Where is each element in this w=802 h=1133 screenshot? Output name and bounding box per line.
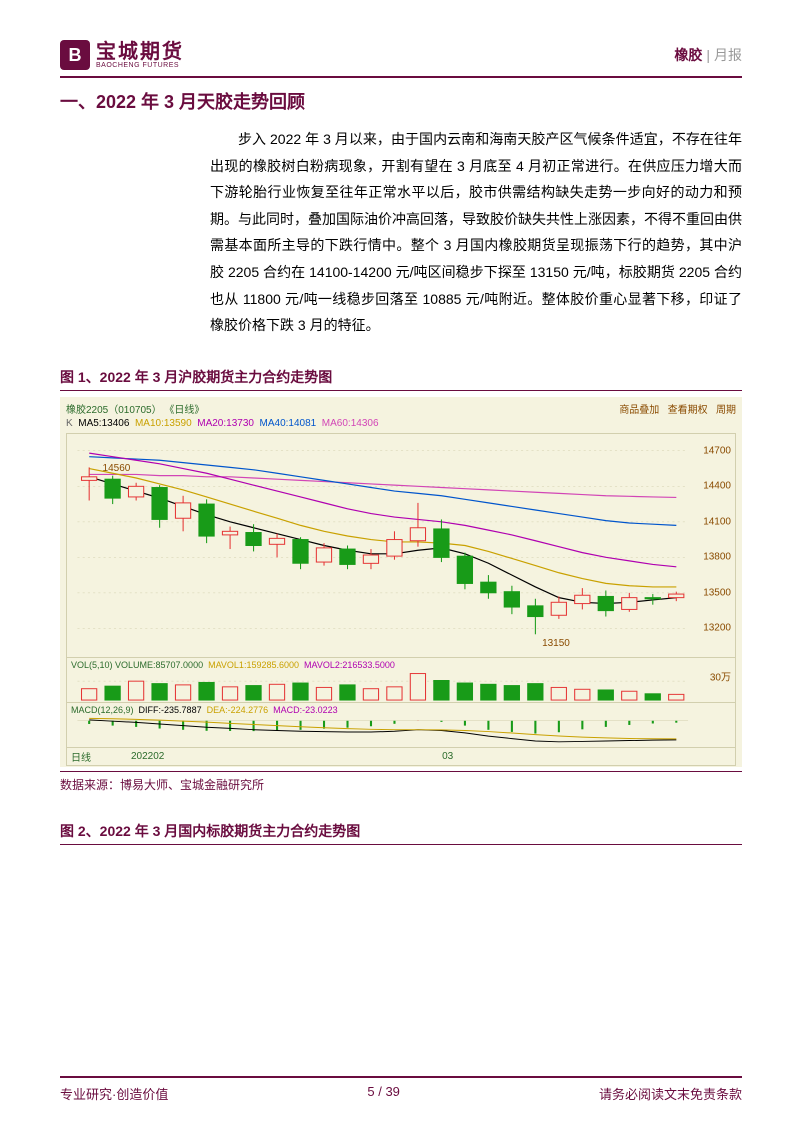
vol-ytick: 30万 bbox=[710, 668, 731, 683]
logo: B 宝城期货 BAOCHENG FUTURES bbox=[60, 40, 184, 70]
body-paragraph: 步入 2022 年 3 月以来，由于国内云南和海南天胶产区气候条件适宜，不存在往… bbox=[210, 126, 742, 339]
doc-category: 橡胶 bbox=[674, 47, 702, 63]
logo-mark-icon: B bbox=[60, 40, 90, 70]
figure1-chart: 橡胶2205（010705） 《日线》 商品叠加 查看期权 周期 K MA5:1… bbox=[60, 397, 742, 767]
macd-area: MACD(12,26,9) DIFF:-235.7887 DEA:-224.27… bbox=[66, 703, 736, 748]
chart-instrument: 橡胶2205（010705） bbox=[66, 405, 162, 416]
figure2-title: 图 2、2022 年 3 月国内标胶期货主力合约走势图 bbox=[60, 821, 742, 845]
logo-en: BAOCHENG FUTURES bbox=[96, 62, 184, 69]
page-footer: 专业研究·创造价值 5 / 39 请务必阅读文末免责条款 bbox=[60, 1076, 742, 1103]
footer-right: 请务必阅读文末免责条款 bbox=[599, 1084, 742, 1103]
chart-high-label: 14560 bbox=[103, 463, 131, 474]
chart-right-links: 商品叠加 查看期权 周期 bbox=[619, 401, 736, 416]
candle-area: 147001440014100138001350013200 14560 131… bbox=[66, 433, 736, 658]
ma-legend: K MA5:13406 MA10:13590 MA20:13730 MA40:1… bbox=[66, 418, 736, 429]
chart-timeframe: 《日线》 bbox=[164, 405, 204, 416]
figure1-title: 图 1、2022 年 3 月沪胶期货主力合约走势图 bbox=[60, 367, 742, 391]
section-heading: 一、2022 年 3 月天胶走势回顾 bbox=[60, 88, 742, 114]
doc-subcategory: 月报 bbox=[714, 47, 742, 63]
figure1-source: 数据来源：博易大师、宝城金融研究所 bbox=[60, 771, 742, 793]
chart-low-label: 13150 bbox=[542, 638, 570, 649]
footer-left: 专业研究·创造价值 bbox=[60, 1084, 168, 1103]
footer-center: 5 / 39 bbox=[367, 1084, 400, 1103]
volume-area: VOL(5,10) VOLUME:85707.0000 MAVOL1:15928… bbox=[66, 658, 736, 703]
page-header: B 宝城期货 BAOCHENG FUTURES 橡胶|月报 bbox=[60, 40, 742, 78]
xaxis: 日线 202202 03 bbox=[66, 748, 736, 766]
doc-type: 橡胶|月报 bbox=[674, 45, 742, 65]
logo-cn: 宝城期货 bbox=[96, 42, 184, 62]
